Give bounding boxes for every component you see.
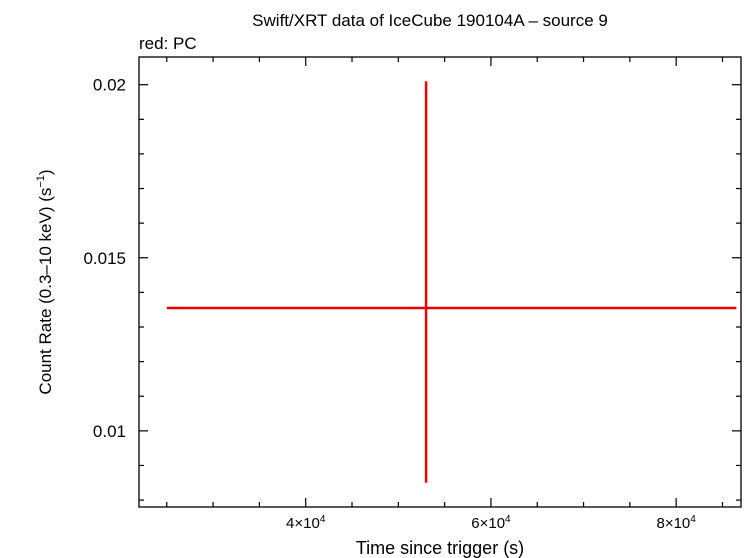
- y-tick-label: 0.01: [93, 422, 126, 441]
- x-tick-label: 6×104: [471, 514, 511, 532]
- y-tick-label: 0.02: [93, 76, 126, 95]
- y-axis-label-exponent: −1: [35, 175, 47, 188]
- chart-title: Swift/XRT data of IceCube 190104A – sour…: [252, 11, 608, 30]
- y-axis-label-text: Count Rate (0.3–10 keV) (s: [36, 188, 55, 395]
- x-tick-label: 4×104: [286, 514, 326, 532]
- y-axis-label: Count Rate (0.3–10 keV) (s−1): [35, 169, 55, 394]
- axis-ticks: [139, 57, 741, 507]
- x-axis-label: Time since trigger (s): [356, 538, 524, 558]
- x-tick-label-exponent: 4: [320, 514, 326, 525]
- chart-subtitle: red: PC: [139, 34, 197, 53]
- y-axis-label-close: ): [36, 169, 55, 175]
- x-tick-label-mantissa: 8×10: [656, 515, 690, 532]
- x-tick-label-mantissa: 4×10: [286, 515, 320, 532]
- x-tick-label: 8×104: [656, 514, 696, 532]
- y-tick-label: 0.015: [83, 249, 126, 268]
- x-tick-label-mantissa: 6×10: [471, 515, 505, 532]
- x-tick-label-exponent: 4: [505, 514, 511, 525]
- plot-frame: [138, 56, 742, 508]
- x-tick-label-exponent: 4: [690, 514, 696, 525]
